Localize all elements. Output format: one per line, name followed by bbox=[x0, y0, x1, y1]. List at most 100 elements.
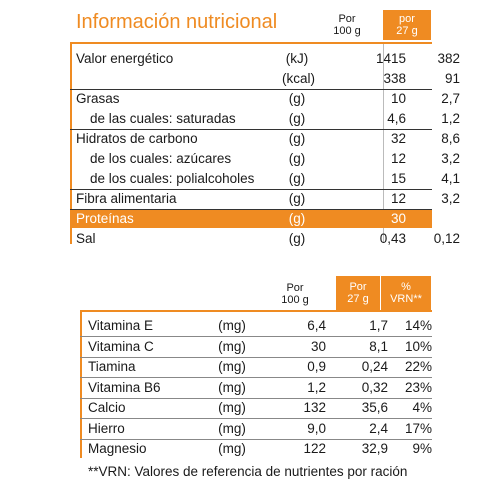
row-divider bbox=[80, 336, 432, 337]
table-row: de los cuales: azúcares (g) 12 3,2 bbox=[70, 150, 460, 168]
row-unit: (mg) bbox=[218, 339, 246, 354]
value-per-100g: 32 bbox=[390, 131, 406, 146]
footnote: **VRN: Valores de referencia de nutrient… bbox=[88, 464, 408, 479]
header2-per-100g: Por 100 g bbox=[281, 282, 309, 306]
header2-per-27g: Por 27 g bbox=[336, 276, 380, 310]
header-per-100g: Por 100 g bbox=[333, 13, 361, 37]
row-divider bbox=[80, 439, 432, 440]
header2-vrn: % VRN** bbox=[381, 276, 431, 310]
table-row: (kcal) 338 91 bbox=[70, 70, 460, 88]
table-row: Vitamina C (mg) 30 8,1 10% bbox=[80, 337, 432, 357]
row-label: de los cuales: polialcoholes bbox=[90, 171, 255, 186]
value-per-27g: 2,4 bbox=[369, 421, 388, 436]
value-vrn: 14% bbox=[404, 318, 432, 333]
value-per-100g: 4,6 bbox=[387, 111, 406, 126]
row-unit: (mg) bbox=[218, 441, 246, 456]
table-row: Hierro (mg) 9,0 2,4 17% bbox=[80, 419, 432, 439]
table-row: Vitamina E (mg) 6,4 1,7 14% bbox=[80, 316, 432, 336]
row-unit: (g) bbox=[288, 111, 306, 126]
row-label: Valor energético bbox=[76, 51, 174, 66]
header-per-27g: por 27 g bbox=[383, 10, 431, 40]
row-label: Magnesio bbox=[88, 441, 147, 456]
value-per-100g: 132 bbox=[303, 400, 326, 415]
row-divider bbox=[70, 189, 432, 190]
value-per-27g: 8,1 bbox=[369, 339, 388, 354]
value-per-100g: 15 bbox=[390, 171, 406, 186]
value-per-27g: 0,12 bbox=[433, 231, 460, 246]
table2-left-rule bbox=[80, 310, 82, 458]
value-per-100g: 30 bbox=[310, 339, 326, 354]
value-per-27g: 91 bbox=[444, 71, 460, 86]
row-unit: (g) bbox=[288, 91, 306, 106]
row-label: Tiamina bbox=[88, 359, 136, 374]
table-row: Hidratos de carbono (g) 32 8,6 bbox=[70, 130, 460, 148]
row-unit: (mg) bbox=[218, 421, 246, 436]
value-per-100g: 12 bbox=[390, 151, 406, 166]
value-per-27g: 32,9 bbox=[361, 441, 388, 456]
row-label: Grasas bbox=[76, 91, 120, 106]
row-unit: (kcal) bbox=[282, 71, 315, 86]
table-row: Vitamina B6 (mg) 1,2 0,32 23% bbox=[80, 378, 432, 398]
value-per-27g: 0,32 bbox=[361, 380, 388, 395]
row-divider bbox=[80, 357, 432, 358]
value-per-100g: 0,43 bbox=[379, 231, 406, 246]
row-label: Vitamina E bbox=[88, 318, 154, 333]
row-unit: (g) bbox=[288, 131, 306, 146]
row-divider bbox=[80, 398, 432, 399]
table-row: Valor energético (kJ) 1415 382 bbox=[70, 50, 460, 68]
row-label: Proteínas bbox=[76, 211, 134, 226]
row-label: Sal bbox=[76, 231, 96, 246]
value-vrn: 4% bbox=[412, 400, 432, 415]
value-per-27g: 8,6 bbox=[441, 131, 460, 146]
row-unit: (mg) bbox=[218, 380, 246, 395]
row-label: Vitamina C bbox=[88, 339, 154, 354]
col-separator bbox=[383, 44, 384, 242]
table-row: Magnesio (mg) 122 32,9 9% bbox=[80, 439, 432, 459]
value-per-100g: 30 bbox=[390, 211, 406, 226]
row-unit: (mg) bbox=[218, 400, 246, 415]
value-vrn: 9% bbox=[412, 441, 432, 456]
value-per-100g: 1415 bbox=[375, 51, 406, 66]
value-per-27g: 0,24 bbox=[361, 359, 388, 374]
table2-top-rule bbox=[80, 310, 432, 312]
table-row: de las cuales: saturadas (g) 4,6 1,2 bbox=[70, 110, 460, 128]
value-per-27g: 4,1 bbox=[441, 171, 460, 186]
table-row: de los cuales: polialcoholes (g) 15 4,1 bbox=[70, 170, 460, 188]
table-title: Información nutricional bbox=[76, 11, 278, 33]
row-divider bbox=[80, 418, 432, 419]
table-row: Sal (g) 0,43 0,12 bbox=[70, 230, 460, 248]
value-per-100g: 338 bbox=[383, 71, 406, 86]
value-per-100g: 122 bbox=[303, 441, 326, 456]
value-per-27g: 3,2 bbox=[441, 151, 460, 166]
row-label: de las cuales: saturadas bbox=[90, 111, 236, 126]
value-per-27g: 2,7 bbox=[441, 91, 460, 106]
row-label: Calcio bbox=[88, 400, 126, 415]
table-row: Grasas (g) 10 2,7 bbox=[70, 90, 460, 108]
table-row: Proteínas (g) 30 8,1 bbox=[70, 210, 460, 228]
value-per-100g: 6,4 bbox=[307, 318, 326, 333]
row-unit: (g) bbox=[288, 171, 306, 186]
value-per-100g: 9,0 bbox=[307, 421, 326, 436]
row-divider bbox=[80, 377, 432, 378]
row-unit: (kJ) bbox=[285, 51, 309, 66]
value-vrn: 17% bbox=[404, 421, 432, 436]
row-unit: (mg) bbox=[218, 318, 246, 333]
row-label: de los cuales: azúcares bbox=[90, 151, 232, 166]
value-per-27g: 35,6 bbox=[361, 400, 388, 415]
row-unit: (mg) bbox=[218, 359, 246, 374]
row-unit: (g) bbox=[288, 211, 306, 226]
table1-top-rule bbox=[70, 42, 432, 44]
value-vrn: 23% bbox=[404, 380, 432, 395]
row-label: Hierro bbox=[88, 421, 125, 436]
value-per-100g: 10 bbox=[390, 91, 406, 106]
table-row: Tiamina (mg) 0,9 0,24 22% bbox=[80, 357, 432, 377]
value-per-27g: 382 bbox=[437, 51, 460, 66]
table1-left-rule bbox=[70, 42, 72, 244]
value-per-100g: 12 bbox=[390, 191, 406, 206]
value-per-27g: 1,7 bbox=[369, 318, 388, 333]
row-divider bbox=[70, 209, 432, 210]
row-unit: (g) bbox=[288, 191, 306, 206]
table-row: Fibra alimentaria (g) 12 3,2 bbox=[70, 190, 460, 208]
value-vrn: 22% bbox=[404, 359, 432, 374]
row-divider bbox=[70, 89, 432, 90]
